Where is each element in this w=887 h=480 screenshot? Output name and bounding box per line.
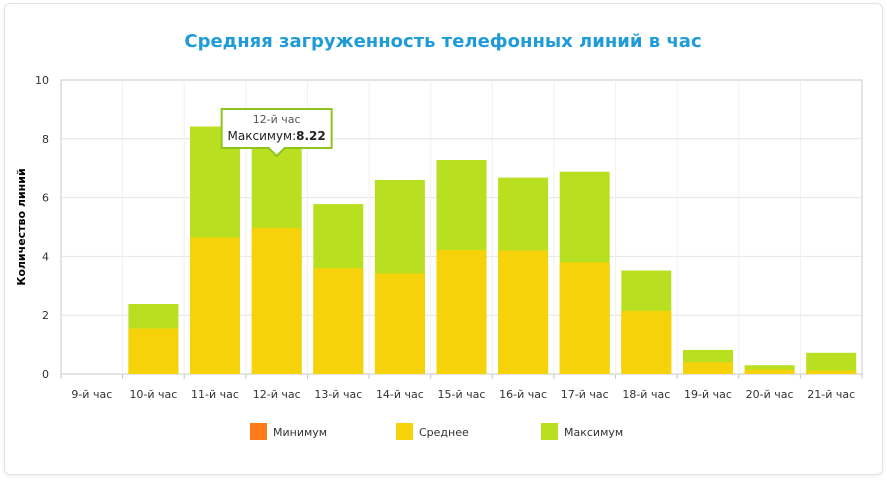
bar-avg[interactable] bbox=[559, 262, 610, 374]
bar-avg[interactable] bbox=[498, 250, 549, 375]
x-tick-label: 10-й час bbox=[129, 388, 177, 401]
y-tick-label: 8 bbox=[42, 133, 49, 146]
legend-label: Максимум bbox=[564, 426, 623, 439]
tooltip-value: 8.22 bbox=[296, 129, 326, 143]
bar-avg[interactable] bbox=[313, 268, 364, 374]
bar-avg[interactable] bbox=[436, 249, 487, 374]
bar-avg[interactable] bbox=[806, 370, 857, 375]
tooltip-title: 12-й час bbox=[253, 113, 301, 126]
legend-item[interactable]: Минимум bbox=[250, 423, 327, 440]
x-tick-label: 17-й час bbox=[561, 388, 609, 401]
bar-avg[interactable] bbox=[683, 362, 733, 374]
y-tick-label: 0 bbox=[42, 368, 49, 381]
legend-swatch bbox=[541, 423, 558, 440]
legend-item[interactable]: Среднее bbox=[396, 423, 469, 440]
y-tick-label: 10 bbox=[35, 74, 49, 87]
x-tick-label: 16-й час bbox=[499, 388, 547, 401]
tooltip: 12-й час Максимум:8.22 bbox=[220, 108, 333, 158]
bar-avg[interactable] bbox=[251, 227, 302, 374]
bar-avg[interactable] bbox=[744, 369, 795, 374]
legend: Минимум Среднее Максимум bbox=[250, 423, 623, 440]
legend-swatch bbox=[396, 423, 413, 440]
x-tick-label: 19-й час bbox=[684, 388, 732, 401]
x-tick-label: 21-й час bbox=[807, 388, 855, 401]
x-tick-label: 9-й час bbox=[71, 388, 112, 401]
x-tick-label: 11-й час bbox=[191, 388, 239, 401]
legend-swatch bbox=[250, 423, 267, 440]
y-tick-label: 2 bbox=[42, 309, 49, 322]
y-axis-label: Количество линий bbox=[15, 168, 28, 285]
bar-avg[interactable] bbox=[621, 310, 672, 374]
tooltip-label: Максимум: bbox=[228, 129, 297, 143]
bar-avg[interactable] bbox=[128, 328, 179, 374]
y-tick-label: 4 bbox=[42, 250, 49, 263]
legend-label: Минимум bbox=[273, 426, 327, 439]
legend-item[interactable]: Максимум bbox=[541, 423, 623, 440]
bar-avg[interactable] bbox=[374, 273, 425, 375]
axes: 0 2 4 6 8 10 9-й час 10-й час 11-й час 12-й час 13… bbox=[35, 74, 863, 401]
x-tick-label: 13-й час bbox=[314, 388, 362, 401]
x-tick-label: 20-й час bbox=[746, 388, 794, 401]
x-tick-label: 14-й час bbox=[376, 388, 424, 401]
y-tick-label: 6 bbox=[42, 192, 49, 205]
chart-title: Средняя загруженность телефонных линий в… bbox=[184, 31, 701, 52]
bar-avg[interactable] bbox=[190, 237, 240, 374]
bar-max[interactable] bbox=[806, 352, 857, 374]
legend-label: Среднее bbox=[419, 426, 469, 439]
x-tick-label: 15-й час bbox=[438, 388, 486, 401]
bars bbox=[128, 126, 857, 375]
x-tick-label: 18-й час bbox=[622, 388, 670, 401]
tooltip-box bbox=[220, 108, 333, 158]
x-tick-label: 12-й час bbox=[253, 388, 301, 401]
tooltip-body: Максимум:8.22 bbox=[228, 129, 326, 143]
